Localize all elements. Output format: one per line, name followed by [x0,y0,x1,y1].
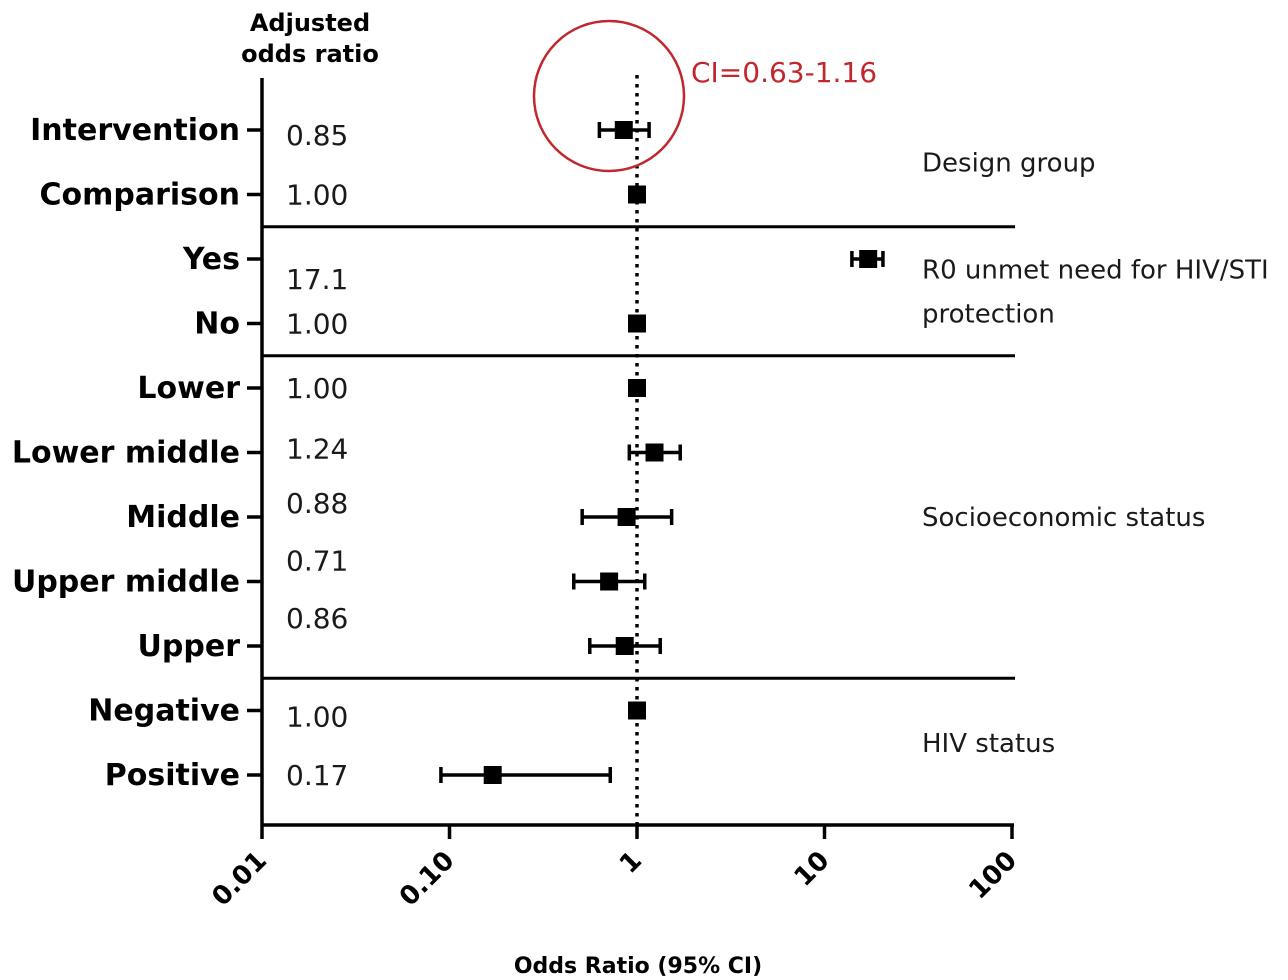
row-label: No [194,307,240,342]
row-label: Lower [137,371,240,406]
aor-value: 0.86 [286,602,348,635]
group-label: protection [922,299,1055,329]
aor-value: 0.88 [286,487,348,520]
x-axis-title: Odds Ratio (95% CI) [514,954,762,979]
row-label: Upper middle [12,565,240,600]
row-label: Comparison [39,178,240,213]
row-label: Negative [88,694,240,729]
or-marker [615,637,634,655]
or-marker [628,701,646,720]
or-marker [600,572,619,591]
x-tick-label: 0.10 [394,846,461,913]
column-header-line: odds ratio [241,40,379,68]
group-label: R0 unmet need for HIV/STI [922,255,1269,285]
or-marker [617,508,636,526]
aor-value: 1.24 [286,433,348,466]
or-marker [645,443,664,462]
row-label: Intervention [30,113,240,148]
x-tick-label: 10 [789,846,836,893]
row-label: Middle [126,500,240,535]
row-label: Positive [105,758,240,793]
row-label: Upper [138,629,241,664]
aor-value: 0.85 [286,119,348,152]
aor-value: 17.1 [286,263,348,296]
or-marker [628,379,646,397]
x-tick-label: 0.01 [206,846,273,913]
aor-value: 0.17 [286,759,348,792]
aor-value: 1.00 [286,372,348,405]
aor-value: 1.00 [286,179,348,212]
column-header-line: Adjusted [250,9,370,37]
group-label: HIV status [922,729,1055,759]
row-label: Yes [182,242,240,277]
aor-value: 0.71 [286,545,348,578]
x-tick-label: 1 [614,846,648,880]
ci-annotation-text: CI=0.63-1.16 [691,56,877,89]
group-label: Design group [922,148,1096,178]
ci-annotation-circle [532,19,686,173]
group-label: Socioeconomic status [922,503,1205,533]
or-marker [628,314,646,333]
aor-value: 1.00 [286,701,348,734]
or-marker [614,121,633,139]
or-marker [628,185,646,204]
or-marker [483,766,502,784]
x-tick-label: 100 [963,846,1023,906]
or-marker [859,250,878,268]
row-label: Lower middle [12,436,240,471]
aor-value: 1.00 [286,308,348,341]
